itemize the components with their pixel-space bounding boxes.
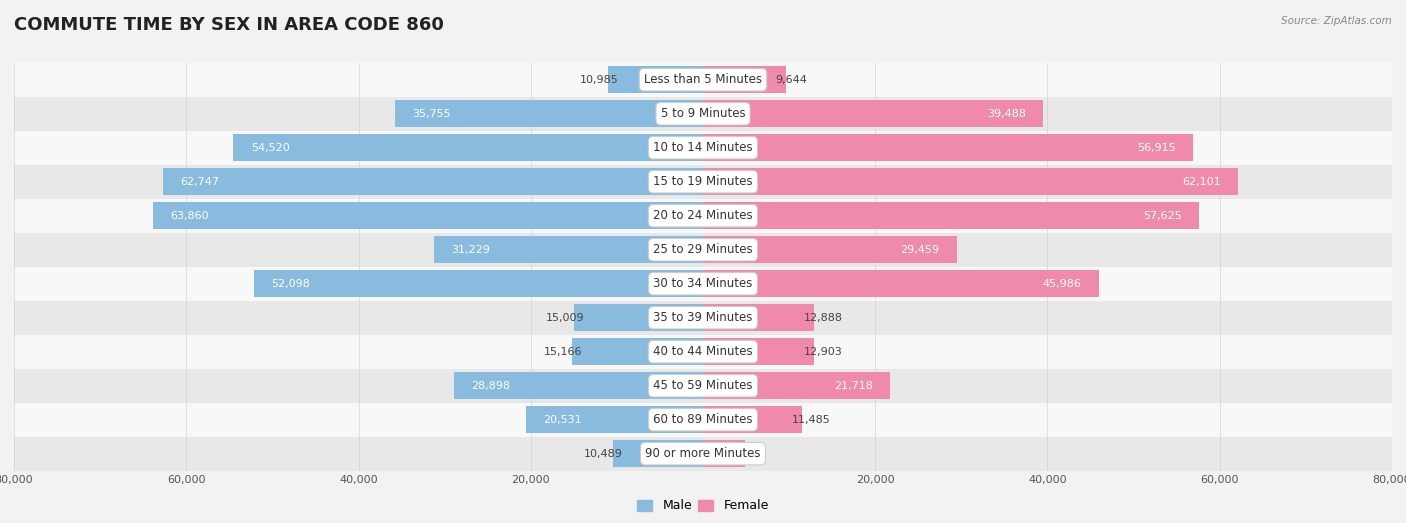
Bar <box>526 406 703 433</box>
Text: 5 to 9 Minutes: 5 to 9 Minutes <box>661 107 745 120</box>
Bar <box>613 440 703 467</box>
Bar <box>14 97 1392 131</box>
Text: 20,531: 20,531 <box>543 415 582 425</box>
Text: 45 to 59 Minutes: 45 to 59 Minutes <box>654 379 752 392</box>
Bar <box>572 338 703 365</box>
Bar <box>703 270 1099 297</box>
Bar <box>703 338 814 365</box>
Text: 52,098: 52,098 <box>271 279 311 289</box>
Text: 39,488: 39,488 <box>987 109 1026 119</box>
Bar <box>163 168 703 195</box>
Text: 60 to 89 Minutes: 60 to 89 Minutes <box>654 413 752 426</box>
Text: 63,860: 63,860 <box>170 211 209 221</box>
Text: 56,915: 56,915 <box>1137 143 1175 153</box>
Text: 12,903: 12,903 <box>804 347 842 357</box>
Bar <box>14 335 1392 369</box>
Bar <box>703 372 890 399</box>
Bar <box>14 165 1392 199</box>
Text: 35,755: 35,755 <box>412 109 451 119</box>
Text: 25 to 29 Minutes: 25 to 29 Minutes <box>654 243 752 256</box>
Text: 30 to 34 Minutes: 30 to 34 Minutes <box>654 277 752 290</box>
Bar <box>703 134 1194 161</box>
Text: 10 to 14 Minutes: 10 to 14 Minutes <box>654 141 752 154</box>
Bar <box>703 100 1043 127</box>
Text: 21,718: 21,718 <box>834 381 873 391</box>
Bar <box>454 372 703 399</box>
Bar <box>14 437 1392 471</box>
Text: Less than 5 Minutes: Less than 5 Minutes <box>644 73 762 86</box>
Bar <box>14 233 1392 267</box>
Text: 62,101: 62,101 <box>1182 177 1220 187</box>
Bar <box>703 236 956 263</box>
Text: 12,888: 12,888 <box>804 313 842 323</box>
Text: 90 or more Minutes: 90 or more Minutes <box>645 447 761 460</box>
Bar <box>395 100 703 127</box>
Bar <box>254 270 703 297</box>
Bar <box>153 202 703 229</box>
Bar <box>703 168 1237 195</box>
Text: 35 to 39 Minutes: 35 to 39 Minutes <box>654 311 752 324</box>
Legend: Male, Female: Male, Female <box>633 494 773 517</box>
Text: 62,747: 62,747 <box>180 177 219 187</box>
Bar <box>14 267 1392 301</box>
Bar <box>14 369 1392 403</box>
Bar <box>14 403 1392 437</box>
Text: 54,520: 54,520 <box>250 143 290 153</box>
Text: 10,985: 10,985 <box>581 75 619 85</box>
Bar <box>14 199 1392 233</box>
Bar <box>703 440 745 467</box>
Text: 29,459: 29,459 <box>900 245 939 255</box>
Bar <box>574 304 703 331</box>
Bar <box>14 131 1392 165</box>
Text: Source: ZipAtlas.com: Source: ZipAtlas.com <box>1281 16 1392 26</box>
Text: 11,485: 11,485 <box>792 415 831 425</box>
Text: 57,625: 57,625 <box>1143 211 1182 221</box>
Text: 9,644: 9,644 <box>776 75 807 85</box>
Bar <box>14 301 1392 335</box>
Text: 15,009: 15,009 <box>546 313 583 323</box>
Bar <box>14 63 1392 97</box>
Text: COMMUTE TIME BY SEX IN AREA CODE 860: COMMUTE TIME BY SEX IN AREA CODE 860 <box>14 16 444 33</box>
Bar <box>703 304 814 331</box>
Text: 15,166: 15,166 <box>544 347 582 357</box>
Text: 10,489: 10,489 <box>583 449 623 459</box>
Bar <box>609 66 703 93</box>
Text: 28,898: 28,898 <box>471 381 510 391</box>
Text: 45,986: 45,986 <box>1043 279 1081 289</box>
Bar <box>703 202 1199 229</box>
Text: 31,229: 31,229 <box>451 245 491 255</box>
Text: 4,886: 4,886 <box>735 449 766 459</box>
Text: 15 to 19 Minutes: 15 to 19 Minutes <box>654 175 752 188</box>
Bar <box>703 406 801 433</box>
Bar <box>434 236 703 263</box>
Text: 40 to 44 Minutes: 40 to 44 Minutes <box>654 345 752 358</box>
Text: 20 to 24 Minutes: 20 to 24 Minutes <box>654 209 752 222</box>
Bar <box>233 134 703 161</box>
Bar <box>703 66 786 93</box>
